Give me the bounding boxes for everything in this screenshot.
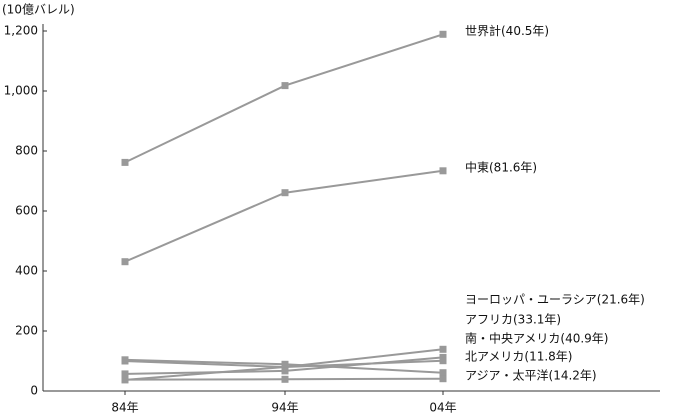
series-label: ヨーロッパ・ユーラシア(21.6年): [465, 293, 645, 307]
point-marker: [281, 375, 289, 383]
y-tick-label: 1,200: [4, 24, 38, 38]
point-marker: [281, 82, 289, 90]
series-label: 世界計(40.5年): [465, 23, 549, 38]
point-marker: [281, 360, 289, 368]
y-tick-label: 200: [15, 324, 38, 338]
y-tick-label: 400: [15, 264, 38, 278]
point-marker: [439, 167, 447, 175]
series-label: アフリカ(33.1年): [465, 313, 561, 327]
point-marker: [121, 258, 129, 266]
y-axis-label: (10億バレル): [2, 3, 75, 17]
point-marker: [439, 30, 447, 38]
series-label: 中東(81.6年): [465, 159, 537, 174]
point-marker: [439, 369, 447, 377]
y-tick-label: 1,000: [4, 84, 38, 98]
x-tick-label: 94年: [271, 401, 298, 415]
series-label: 北アメリカ(11.8年): [465, 350, 572, 364]
point-marker: [439, 375, 447, 383]
series-label: 南・中央アメリカ(40.9年): [465, 331, 608, 346]
point-marker: [121, 158, 129, 166]
series-line: [124, 169, 444, 263]
x-tick-label: 84年: [111, 401, 138, 415]
point-marker: [439, 357, 447, 365]
series-label: アジア・太平洋(14.2年): [465, 368, 597, 383]
point-marker: [439, 345, 447, 353]
point-marker: [121, 356, 129, 364]
y-tick-label: 0: [30, 384, 38, 398]
point-marker: [281, 367, 289, 375]
series-line: [124, 33, 444, 164]
y-tick-label: 600: [15, 204, 38, 218]
y-tick-label: 800: [15, 144, 38, 158]
point-marker: [121, 370, 129, 378]
point-marker: [121, 376, 129, 384]
x-tick-label: 04年: [429, 401, 456, 415]
point-marker: [281, 189, 289, 197]
